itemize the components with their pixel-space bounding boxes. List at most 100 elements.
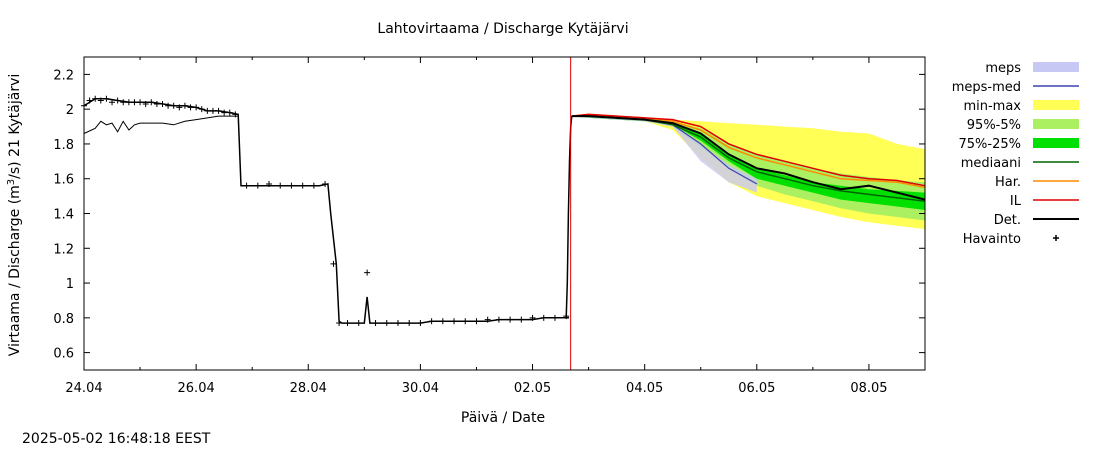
observation-marker <box>383 320 390 327</box>
legend-swatch-minmax <box>1033 100 1079 110</box>
observation-marker <box>507 316 514 323</box>
il-line <box>571 113 926 187</box>
history-lower-line <box>83 115 239 134</box>
legend-label-har: Har. <box>995 175 1021 190</box>
y-tick-label: 1.2 <box>53 242 74 257</box>
y-tick-label: 1.6 <box>53 173 74 188</box>
observation-marker <box>221 109 228 116</box>
y-tick-label: 2 <box>66 103 74 118</box>
observation-marker <box>394 320 401 327</box>
legend-swatch-meps <box>1033 62 1079 72</box>
observation-marker <box>322 180 329 187</box>
observation-marker <box>232 111 239 118</box>
observation-marker <box>277 182 284 189</box>
legend-label-meps: meps <box>985 61 1021 76</box>
observation-marker <box>336 320 343 327</box>
timestamp: 2025-05-02 16:48:18 EEST <box>22 431 211 447</box>
legend: meps meps-med min-max 95%-5% 75%-25% mediaani… <box>952 61 1079 247</box>
legend-swatch-p95_5 <box>1033 119 1079 129</box>
y-tick-label: 1.4 <box>53 208 74 223</box>
observation-marker <box>92 95 99 102</box>
y-tick-label: 0.6 <box>53 347 74 362</box>
observation-marker <box>153 100 160 107</box>
x-tick-label: 08.05 <box>850 381 887 396</box>
observation-marker <box>563 313 570 320</box>
det-line <box>571 115 926 201</box>
legend-label-det: Det. <box>994 213 1021 228</box>
observation-marker <box>103 95 110 102</box>
chart-title: Lahtovirtaama / Discharge Kytäjärvi <box>377 21 628 37</box>
observation-marker <box>529 314 536 321</box>
plot-frame <box>83 56 926 371</box>
observation-marker <box>97 97 104 104</box>
legend-label-minmax: min-max <box>963 99 1021 114</box>
observation-marker <box>109 99 116 106</box>
observation-marker <box>159 100 166 107</box>
y-axis-label-post: /s) 21 Kytäjärvi <box>7 74 23 179</box>
observation-marker <box>540 314 547 321</box>
observation-marker <box>330 260 337 267</box>
observation-marker <box>243 182 250 189</box>
legend-label-meps_med: meps-med <box>952 80 1021 95</box>
observation-marker <box>86 97 93 104</box>
observation-marker <box>193 104 200 111</box>
y-axis: 0.6 0.8 1 1.2 1.4 1.6 1.8 2 2.2 <box>53 68 925 362</box>
x-tick-label: 06.05 <box>738 381 775 396</box>
x-tick-label: 24.04 <box>65 381 102 396</box>
observation-marker <box>310 182 317 189</box>
observation-marker <box>299 182 306 189</box>
y-axis-label-pre: Virtaama / Discharge (m <box>7 185 23 356</box>
observation-marker <box>226 109 233 116</box>
x-tick-label: 02.05 <box>514 381 551 396</box>
observation-marker <box>165 102 172 109</box>
observation-marker <box>176 104 183 111</box>
legend-label-median: mediaani <box>961 156 1021 171</box>
plot-area <box>81 57 926 370</box>
observation-marker <box>209 107 216 114</box>
p75-25-band <box>571 116 925 210</box>
observation-marker <box>266 180 273 187</box>
observation-marker <box>355 320 362 327</box>
x-tick-label: 04.05 <box>626 381 663 396</box>
observation-marker <box>125 99 132 106</box>
observation-marker <box>120 99 127 106</box>
observation-marker <box>428 318 435 325</box>
observation-marker <box>170 102 177 109</box>
y-tick-label: 0.8 <box>53 312 74 327</box>
observation-marker <box>142 100 149 107</box>
observation-marker <box>406 320 413 327</box>
observation-marker <box>344 320 351 327</box>
observation-marker <box>451 318 458 325</box>
x-tick-label: 30.04 <box>402 381 439 396</box>
observation-marker <box>187 104 194 111</box>
x-tick-label: 28.04 <box>290 381 327 396</box>
observation-marker <box>137 99 144 106</box>
observation-marker <box>198 106 205 113</box>
y-axis-label-sup: 3 <box>6 179 17 185</box>
observation-marker <box>131 99 138 106</box>
observation-marker <box>495 316 502 323</box>
x-axis-label: Päivä / Date <box>461 410 545 426</box>
meps-band <box>571 116 757 193</box>
observation-marker <box>254 182 261 189</box>
y-tick-label: 2.2 <box>53 68 74 83</box>
y-tick-label: 1.8 <box>53 138 74 153</box>
observation-marker <box>462 318 469 325</box>
legend-label-p75_25: 75%-25% <box>959 137 1021 152</box>
observation-marker <box>417 320 424 327</box>
observation-marker <box>473 318 480 325</box>
y-tick-label: 1 <box>66 277 74 292</box>
observation-marker <box>439 318 446 325</box>
legend-label-obs: Havainto <box>963 232 1021 247</box>
observation-marker <box>518 316 525 323</box>
y-axis-label: Virtaama / Discharge (m3/s) 21 Kytäjärvi <box>6 74 23 357</box>
observation-marker <box>148 99 155 106</box>
legend-label-p95_5: 95%-5% <box>967 118 1021 133</box>
observation-marker <box>551 314 558 321</box>
observation-marker <box>372 320 379 327</box>
observation-marker <box>484 316 491 323</box>
legend-label-il: IL <box>1010 194 1022 209</box>
observation-marker <box>204 107 211 114</box>
observation-marker <box>215 107 222 114</box>
